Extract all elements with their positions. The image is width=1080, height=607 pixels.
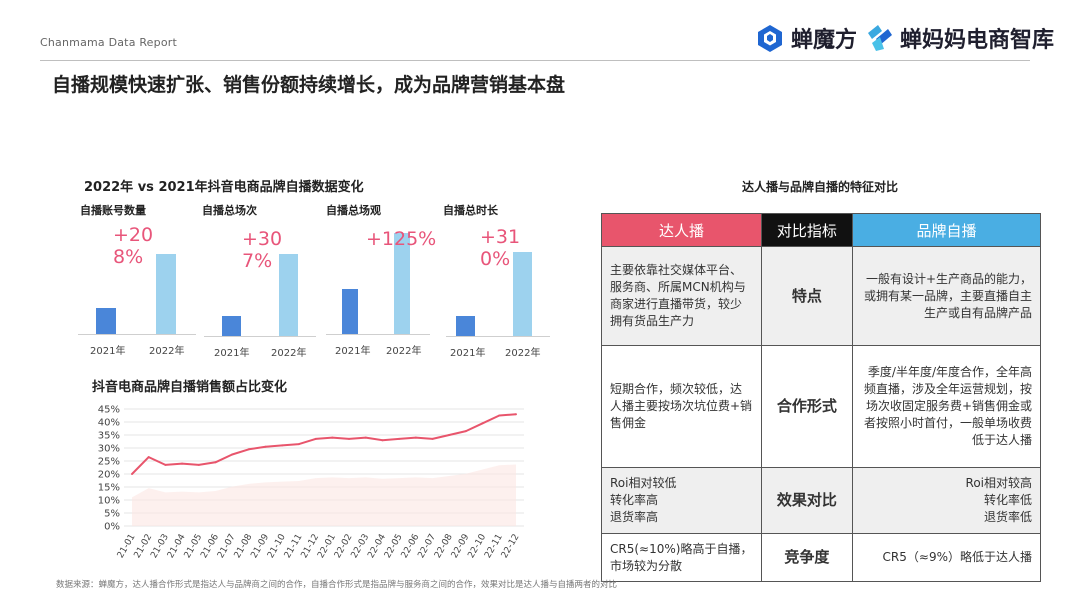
- data-point: [164, 463, 167, 466]
- data-point: [398, 437, 401, 440]
- data-point: [515, 413, 517, 416]
- table-row: CR5(≈10%)略高于自播，市场较为分散 竞争度 CR5（≈9%）略低于达人播: [601, 533, 1042, 582]
- data-point: [348, 437, 351, 440]
- x-tick-label: 2022年: [271, 348, 307, 359]
- cell-brand-self: Roi相对较高 转化率低 退货率低: [851, 467, 1042, 534]
- table-row: 短期合作，频次较低，达人播主要按场次坑位费+销售佣金 合作形式 季度/半年度/年…: [601, 345, 1042, 468]
- data-point: [147, 456, 150, 459]
- cell-influencer: 短期合作，频次较低，达人播主要按场次坑位费+销售佣金: [601, 345, 762, 468]
- logo2-text: 蝉妈妈电商智库: [900, 28, 1055, 53]
- bar-chart-title: 自播总场次: [202, 204, 257, 217]
- y-tick-label: 25%: [98, 457, 120, 468]
- bar-baseline: [204, 336, 316, 337]
- cube-logo-icon: [758, 25, 782, 52]
- logo1-text: 蝉魔方: [791, 28, 858, 53]
- x-tick-label: 2022年: [149, 346, 185, 357]
- x-tick-label: 2021年: [214, 348, 250, 359]
- line-area-shade: [132, 464, 516, 526]
- data-point: [231, 453, 234, 456]
- bar-2021: [96, 308, 116, 334]
- data-point: [448, 434, 451, 436]
- data-point: [364, 436, 367, 439]
- cell-influencer: Roi相对较低 转化率高 退货率高: [601, 467, 762, 534]
- bar-chart-title: 自播总场观: [326, 204, 381, 217]
- bar-baseline: [326, 334, 430, 335]
- footnote: 数据来源：蝉魔方，达人播合作形式是指达人与品牌商之间的合作，自播合作形式是指品牌…: [56, 580, 618, 590]
- page-title: 自播规模快速扩张、销售份额持续增长，成为品牌营销基本盘: [52, 74, 566, 96]
- bar-2022: [279, 254, 298, 336]
- cell-influencer: 主要依靠社交媒体平台、服务商、所属MCN机构与商家进行直播带货，较少拥有货品生产…: [601, 246, 762, 346]
- data-point: [131, 473, 133, 475]
- bar-2022: [513, 252, 532, 336]
- cell-brand-self: CR5（≈9%）略低于达人播: [851, 533, 1042, 582]
- cell-metric: 合作形式: [760, 345, 853, 468]
- bar-section-title: 2022年 vs 2021年抖音电商品牌自播数据变化: [84, 180, 364, 195]
- y-tick-label: 10%: [98, 496, 120, 507]
- data-point: [264, 445, 267, 448]
- chanmofang-logo: 蝉魔方: [755, 20, 857, 56]
- report-label: Chanmama Data Report: [40, 36, 177, 49]
- y-tick-label: 30%: [98, 444, 120, 455]
- data-point: [214, 461, 217, 464]
- x-tick-label: 2021年: [90, 346, 126, 357]
- comparison-table: 达人播 对比指标 品牌自播 主要依靠社交媒体平台、服务商、所属MCN机构与商家进…: [601, 213, 1042, 582]
- line-section-title: 抖音电商品牌自播销售额占比变化: [92, 380, 288, 395]
- y-tick-label: 15%: [98, 483, 120, 494]
- bar-chart-title: 自播账号数量: [80, 204, 146, 217]
- y-tick-label: 20%: [98, 470, 120, 481]
- cell-brand-self: 一般有设计+生产商品的能力，或拥有某一品牌，主要直播自主生产或自有品牌产品: [851, 246, 1042, 346]
- chanmama-logo: 蝉妈妈电商智库: [866, 20, 1054, 56]
- growth-label: +307%: [242, 228, 283, 272]
- cell-brand-self: 季度/半年度/年度合作，全年高频直播，涉及全年运营规划，按场次收固定服务费+销售…: [851, 345, 1042, 468]
- cell-metric: 竞争度: [760, 533, 853, 582]
- header-brand-self: 品牌自播: [851, 213, 1042, 247]
- data-point: [414, 436, 417, 439]
- bar-2021: [222, 315, 241, 336]
- growth-label: +208%: [113, 224, 154, 268]
- x-tick-label: 2022年: [386, 346, 422, 357]
- bar-chart-title: 自播总时长: [443, 204, 498, 217]
- cell-metric: 特点: [760, 246, 853, 346]
- data-point: [181, 462, 184, 465]
- y-tick-label: 0%: [104, 522, 120, 533]
- data-point: [281, 444, 284, 447]
- table-row: Roi相对较低 转化率高 退货率高 效果对比 Roi相对较高 转化率低 退货率低: [601, 467, 1042, 534]
- bar-2021: [342, 289, 358, 334]
- bar-2021: [456, 315, 475, 336]
- data-point: [464, 430, 467, 433]
- data-point: [381, 439, 384, 442]
- series-line: [131, 413, 517, 475]
- data-point: [314, 437, 317, 440]
- data-point: [498, 414, 501, 417]
- header-metric: 对比指标: [760, 213, 853, 247]
- bar-2022: [394, 233, 410, 334]
- data-point: [481, 422, 484, 425]
- leaf-logo-icon: [868, 25, 892, 51]
- x-tick-label: 2021年: [335, 346, 371, 357]
- data-point: [197, 463, 200, 466]
- y-tick-label: 45%: [98, 405, 120, 416]
- table-header-row: 达人播 对比指标 品牌自播: [601, 213, 1042, 247]
- x-tick-label: 2021年: [450, 348, 486, 359]
- line-chart: 45%40%35%30%25%20%15%10%5%0%21-0121-0221…: [98, 405, 524, 560]
- data-point: [431, 437, 434, 440]
- data-point: [297, 443, 300, 446]
- table-row: 主要依靠社交媒体平台、服务商、所属MCN机构与商家进行直播带货，较少拥有货品生产…: [601, 246, 1042, 346]
- header-divider: [40, 60, 1030, 61]
- cell-influencer: CR5(≈10%)略高于自播，市场较为分散: [601, 533, 762, 582]
- bar-2022: [156, 254, 176, 334]
- bar-baseline: [446, 336, 550, 337]
- data-point: [247, 448, 250, 451]
- y-tick-label: 5%: [104, 509, 120, 520]
- header-influencer: 达人播: [601, 213, 762, 247]
- table-title: 达人播与品牌自播的特征对比: [741, 180, 898, 194]
- x-tick-label: 2022年: [505, 348, 541, 359]
- bar-baseline: [78, 334, 196, 335]
- cell-metric: 效果对比: [760, 467, 853, 534]
- growth-label: +310%: [480, 226, 521, 270]
- data-point: [331, 436, 334, 439]
- y-tick-label: 40%: [98, 418, 120, 429]
- growth-label: +125%: [366, 228, 437, 250]
- y-tick-label: 35%: [98, 431, 120, 442]
